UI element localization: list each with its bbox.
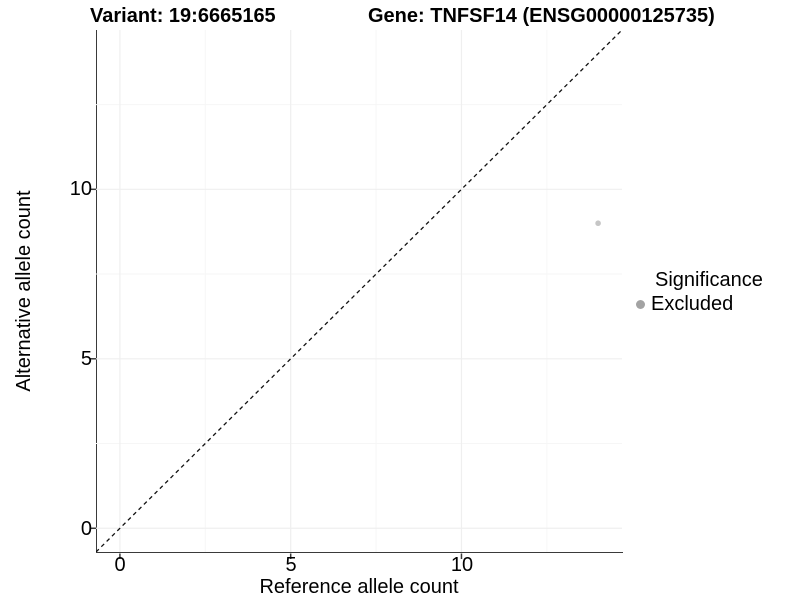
y-axis-title: Alternative allele count bbox=[13, 190, 35, 392]
x-tick-label-10: 10 bbox=[450, 554, 474, 576]
y-tick-label-0: 0 bbox=[80, 518, 92, 540]
x-axis-title: Reference allele count bbox=[259, 576, 459, 598]
plot-panel bbox=[96, 30, 623, 553]
legend: Significance Excluded bbox=[634, 268, 763, 316]
legend-item-excluded: Excluded bbox=[634, 292, 763, 316]
legend-item-label: Excluded bbox=[651, 293, 734, 315]
x-tick-label-5: 5 bbox=[285, 554, 297, 576]
gene-title: Gene: TNFSF14 (ENSG00000125735) bbox=[368, 5, 715, 27]
y-tick-label-10: 10 bbox=[69, 178, 92, 200]
legend-title: Significance bbox=[655, 269, 763, 291]
data-point bbox=[595, 220, 601, 227]
identity-dashed-line bbox=[96, 30, 622, 552]
x-tick-label-0: 0 bbox=[114, 554, 126, 576]
y-tick-label-5: 5 bbox=[80, 348, 92, 370]
variant-title: Variant: 19:6665165 bbox=[90, 5, 276, 27]
legend-point-icon bbox=[636, 299, 645, 309]
